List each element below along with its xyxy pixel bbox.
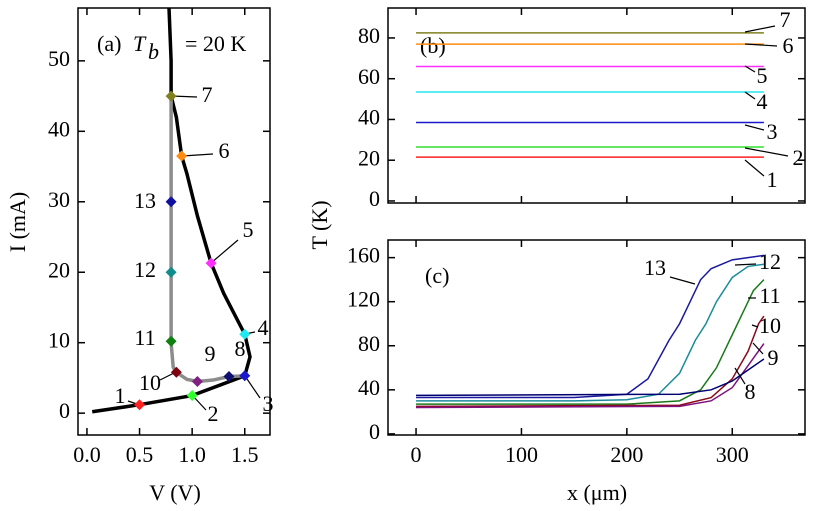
x-tick-label: 1.0 xyxy=(178,442,206,467)
point-marker xyxy=(165,196,177,208)
x-tick-label: 0.5 xyxy=(126,442,154,467)
leader-line xyxy=(744,159,765,177)
y-tick-label: 120 xyxy=(347,287,380,312)
y-tick-label: 0 xyxy=(59,398,70,423)
leader-line xyxy=(734,367,746,385)
leader-line xyxy=(210,239,239,264)
point-label: 1 xyxy=(115,383,126,408)
series-label: 10 xyxy=(759,313,781,338)
y-tick-label: 50 xyxy=(48,46,70,71)
series-label: 8 xyxy=(745,379,756,404)
x-tick-label: 200 xyxy=(610,442,643,467)
point-label: 4 xyxy=(258,315,269,340)
point-label: 3 xyxy=(263,391,274,416)
plot-frame xyxy=(387,239,806,436)
point-marker xyxy=(165,335,177,347)
leader-line xyxy=(744,43,778,47)
annotation-symbol: T xyxy=(133,31,147,56)
point-label: 10 xyxy=(139,370,161,395)
series-label: 4 xyxy=(757,89,768,114)
plot-frame xyxy=(77,7,271,436)
y-tick-label: 30 xyxy=(48,187,70,212)
annotation: = 20 K xyxy=(185,31,246,56)
point-marker xyxy=(239,328,251,340)
point-marker xyxy=(165,266,177,278)
point-label: 9 xyxy=(205,341,216,366)
y-tick-label: 160 xyxy=(347,243,380,268)
point-label: 12 xyxy=(134,257,156,282)
series-label: 9 xyxy=(768,345,779,370)
point-marker xyxy=(239,370,251,382)
point-label: 8 xyxy=(235,336,246,361)
y-tick-label: 20 xyxy=(48,257,70,282)
point-label: 7 xyxy=(202,82,213,107)
data-line xyxy=(416,315,765,408)
point-label: 13 xyxy=(134,188,156,213)
series-label: 5 xyxy=(757,63,768,88)
y-tick-label: 10 xyxy=(48,328,70,353)
leader-line xyxy=(751,324,759,328)
leader-line xyxy=(752,342,764,355)
y-tick-label: 40 xyxy=(358,105,380,130)
leader-line xyxy=(669,276,696,285)
series-label: 1 xyxy=(767,167,778,192)
x-tick-label: 100 xyxy=(505,442,538,467)
leader-line xyxy=(244,375,261,399)
data-line xyxy=(416,263,764,402)
series-label: 6 xyxy=(783,33,794,58)
y-tick-label: 80 xyxy=(358,23,380,48)
point-label: 5 xyxy=(243,217,254,242)
x-axis-label: x (μm) xyxy=(567,480,627,505)
y-tick-label: 0 xyxy=(369,419,380,444)
point-marker xyxy=(205,257,217,269)
series-label: 2 xyxy=(793,145,804,170)
leader-line xyxy=(734,263,757,266)
data-line xyxy=(416,343,765,409)
point-marker xyxy=(165,90,177,102)
point-marker xyxy=(176,150,188,162)
y-tick-label: 0 xyxy=(369,186,380,211)
point-marker xyxy=(134,399,146,411)
series-label: 13 xyxy=(644,255,666,280)
leader-line xyxy=(744,65,756,73)
x-tick-label: 1.5 xyxy=(231,442,259,467)
y-tick-label: 20 xyxy=(358,145,380,170)
x-axis-label: V (V) xyxy=(149,480,201,505)
data-line xyxy=(169,96,245,384)
x-tick-label: 300 xyxy=(716,442,749,467)
panel-label: (c) xyxy=(425,263,449,288)
point-marker xyxy=(186,390,198,402)
panel-label: (a) xyxy=(97,31,121,56)
point-marker xyxy=(191,375,203,387)
x-tick-label: 0 xyxy=(411,442,422,467)
x-tick-label: 0.0 xyxy=(73,442,101,467)
leader-line xyxy=(744,91,756,100)
y-axis-label: I (mA) xyxy=(5,192,30,252)
y-tick-label: 40 xyxy=(48,116,70,141)
series-label: 12 xyxy=(759,249,781,274)
leader-line xyxy=(181,153,214,157)
data-line xyxy=(416,254,764,399)
panel-label: (b) xyxy=(420,33,446,58)
y-tick-label: 60 xyxy=(358,64,380,89)
point-marker xyxy=(223,371,235,383)
data-line xyxy=(416,358,765,397)
series-label: 7 xyxy=(780,7,791,32)
point-label: 2 xyxy=(208,401,219,426)
leader-line xyxy=(744,147,789,157)
series-label: 11 xyxy=(759,283,780,308)
leader-line xyxy=(744,25,776,33)
leader-line xyxy=(744,124,765,131)
y-tick-label: 40 xyxy=(358,375,380,400)
series-label: 3 xyxy=(767,119,778,144)
plot-frame xyxy=(387,7,806,204)
y-axis-label: T (K) xyxy=(307,200,332,249)
point-marker xyxy=(170,366,182,378)
data-line xyxy=(416,279,765,405)
y-tick-label: 80 xyxy=(358,331,380,356)
annotation-subscript: b xyxy=(148,39,159,64)
point-label: 11 xyxy=(134,325,155,350)
point-label: 6 xyxy=(219,138,230,163)
